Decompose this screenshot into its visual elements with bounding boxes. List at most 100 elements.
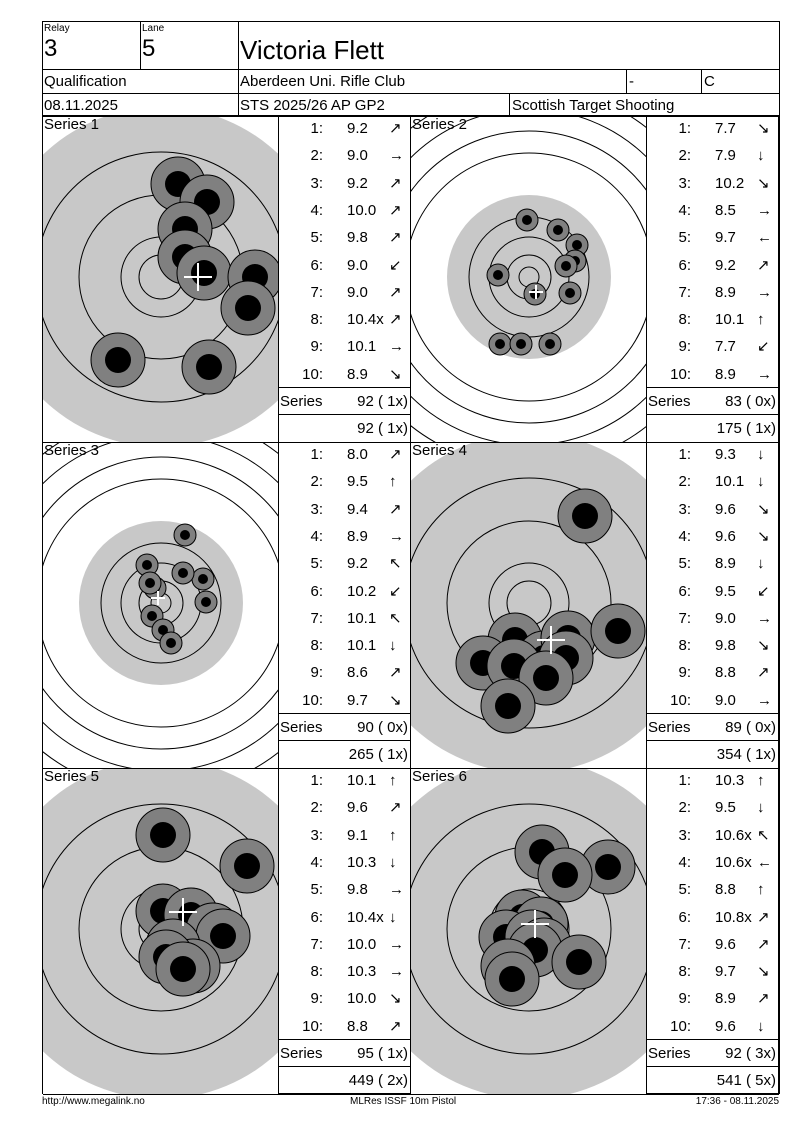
shot-row: 3: 9.1 ↑	[279, 826, 407, 846]
target-image	[43, 443, 278, 768]
shot-row: 9: 10.0 ↘	[279, 989, 407, 1009]
shot-row: 6: 9.2 ↗	[647, 256, 775, 276]
shot-score: 7.7	[715, 120, 736, 137]
shot-number: 6:	[678, 256, 691, 274]
target-panel: Series 5	[43, 769, 279, 1095]
series-total-row: Series 92 ( 1x)	[279, 387, 410, 415]
shot-row: 3: 9.6 ↘	[647, 500, 775, 520]
shot-direction-icon: ↓	[757, 799, 765, 817]
class-field: C	[704, 73, 715, 90]
shot-number: 5:	[678, 555, 691, 573]
shot-number: 4:	[310, 201, 323, 219]
score-column: 1: 7.7 ↘ 2: 7.9 ↓ 3: 10.2 ↘ 4: 8.5 → 5: 9.7 ← 6: 9.2 ↗ 7: 8…	[647, 117, 779, 443]
shot-center	[495, 693, 521, 719]
shot-center	[572, 503, 598, 529]
cumulative-total-row: 92 ( 1x)	[279, 414, 410, 442]
shot-number: 4:	[678, 201, 691, 219]
shot-direction-icon: ↗	[389, 446, 402, 463]
footer-url: http://www.megalink.no	[42, 1096, 145, 1107]
shot-direction-icon: ↖	[389, 609, 402, 627]
shot-score: 9.7	[347, 691, 368, 709]
shot-row: 9: 8.8 ↗	[647, 663, 775, 683]
shot-row: 1: 9.3 ↓	[647, 445, 775, 465]
shot-row: 8: 10.4x ↗	[279, 310, 407, 330]
series-title: Series 3	[44, 443, 100, 459]
shot-row: 7: 9.0 ↗	[279, 283, 407, 303]
series-total-label: Series	[280, 1045, 323, 1062]
shot-direction-icon: ↘	[757, 120, 770, 137]
shot-direction-icon: ↗	[389, 799, 402, 817]
shot-row: 9: 10.1 →	[279, 337, 407, 357]
shot-center	[495, 339, 505, 349]
shot-center	[210, 923, 236, 949]
shot-direction-icon: ↗	[389, 229, 402, 247]
shot-number: 6:	[310, 582, 323, 600]
shot-score: 9.6	[715, 527, 736, 545]
shot-direction-icon: ↗	[389, 311, 402, 329]
shot-direction-icon: →	[757, 283, 772, 301]
shot-row: 1: 10.3 ↑	[647, 771, 775, 791]
shot-direction-icon: →	[389, 881, 404, 899]
shot-number: 3:	[310, 826, 323, 844]
shot-score: 9.0	[347, 147, 368, 165]
shot-score: 9.6	[715, 1017, 736, 1035]
shot-score: 9.8	[347, 881, 368, 899]
shot-score: 9.5	[715, 582, 736, 600]
shot-direction-icon: ↓	[389, 853, 397, 871]
shot-row: 9: 8.6 ↗	[279, 663, 407, 683]
shot-direction-icon: ↖	[757, 826, 770, 844]
shot-row: 9: 7.7 ↙	[647, 337, 775, 357]
shot-direction-icon: ↓	[757, 555, 765, 573]
shot-center	[166, 638, 176, 648]
shot-score: 10.0	[347, 935, 377, 953]
shot-number: 7:	[310, 609, 323, 627]
shot-score: 10.6x	[715, 826, 752, 844]
shot-number: 8:	[678, 637, 691, 655]
shot-row: 6: 10.4x ↓	[279, 908, 407, 928]
shot-score: 9.6	[715, 500, 736, 518]
shot-direction-icon: ↗	[389, 201, 402, 219]
shot-direction-icon: ↖	[389, 555, 402, 573]
cumulative-total-value: 265 ( 1x)	[348, 746, 408, 763]
organizer-name: Scottish Target Shooting	[512, 97, 675, 114]
shot-row: 4: 10.3 ↓	[279, 853, 407, 873]
shot-score: 8.6	[347, 664, 368, 682]
shot-number: 9:	[310, 664, 323, 682]
shot-direction-icon: ↑	[389, 826, 397, 844]
cumulative-total-row: 541 ( 5x)	[647, 1066, 778, 1094]
shot-direction-icon: ↓	[389, 637, 397, 655]
shot-row: 4: 8.9 →	[279, 527, 407, 547]
shot-direction-icon: ↘	[757, 500, 770, 518]
shot-score: 9.6	[715, 935, 736, 953]
series-total-label: Series	[648, 393, 691, 410]
shot-direction-icon: ↗	[389, 174, 402, 192]
shot-row: 2: 9.5 ↑	[279, 472, 407, 492]
cumulative-total-value: 449 ( 2x)	[348, 1072, 408, 1089]
shot-score: 10.1	[347, 609, 377, 627]
relay-value: 3	[44, 35, 58, 62]
shot-number: 1:	[678, 446, 691, 463]
shot-score: 9.0	[347, 256, 368, 274]
shot-direction-icon: →	[389, 338, 404, 356]
score-column: 1: 9.2 ↗ 2: 9.0 → 3: 9.2 ↗ 4: 10.0 ↗ 5: 9.8 ↗ 6: 9.0 ↙ 7: 9…	[279, 117, 411, 443]
shot-center	[605, 618, 631, 644]
shot-row: 9: 8.9 ↗	[647, 989, 775, 1009]
cumulative-total-row: 354 ( 1x)	[647, 740, 778, 768]
shooter-name: Victoria Flett	[240, 35, 385, 65]
shot-row: 5: 9.7 ←	[647, 228, 775, 248]
target-image	[43, 117, 278, 442]
shot-direction-icon: ←	[757, 853, 772, 871]
cumulative-total-row: 175 ( 1x)	[647, 414, 778, 442]
shot-score: 9.7	[715, 963, 736, 981]
shot-center	[553, 225, 563, 235]
shot-center	[198, 574, 208, 584]
shot-direction-icon: ↗	[389, 283, 402, 301]
shot-score: 10.1	[347, 637, 377, 655]
target-panel: Series 4	[411, 443, 647, 769]
shot-direction-icon: →	[389, 527, 404, 545]
shot-center	[235, 295, 261, 321]
shot-number: 2:	[678, 799, 691, 817]
shot-score: 10.2	[715, 174, 745, 192]
target-image	[43, 769, 278, 1094]
shot-number: 2:	[678, 147, 691, 165]
